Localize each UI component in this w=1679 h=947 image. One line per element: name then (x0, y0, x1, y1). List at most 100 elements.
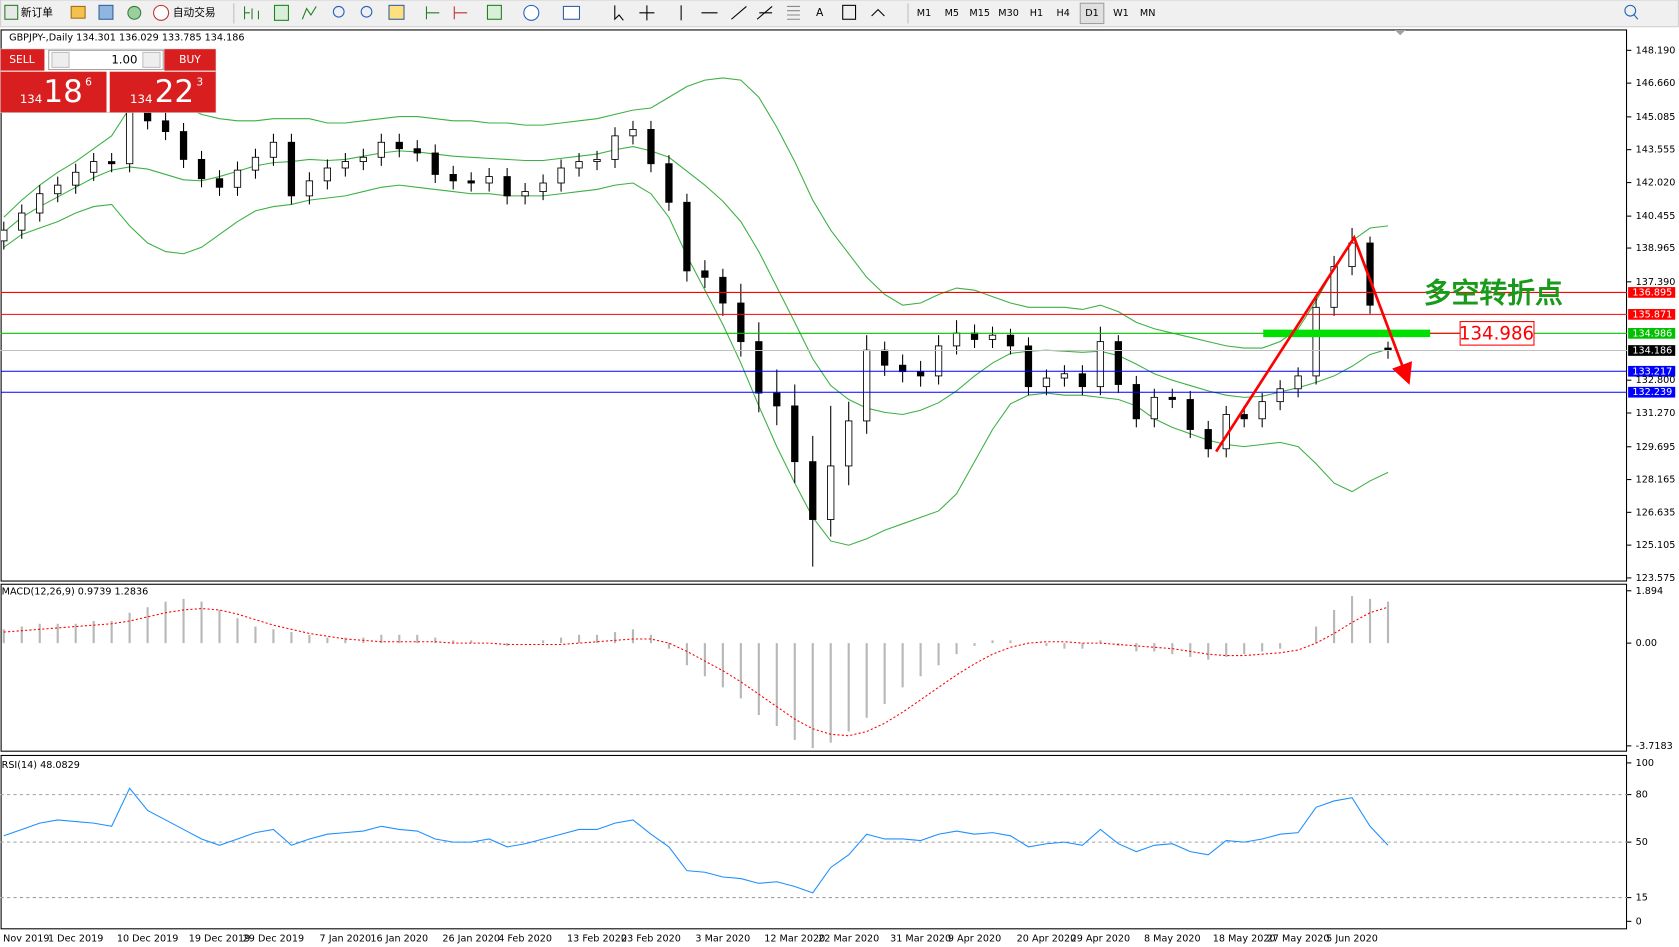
candle-body (863, 349, 871, 422)
candle-body (1168, 396, 1176, 400)
x-tick-label: 19 Dec 2019 (189, 933, 251, 944)
pivot-box[interactable] (1459, 321, 1535, 346)
x-tick-label: 31 Mar 2020 (890, 933, 951, 944)
y-tick-label: 128.165 (1636, 475, 1676, 486)
auto-trading[interactable]: 自动交易 (173, 6, 216, 19)
volume[interactable]: 1.00 (111, 52, 137, 66)
candle-body (701, 270, 709, 278)
candle-body (251, 156, 260, 171)
main-plot (0, 77, 1392, 567)
timeframe[interactable]: M5 (945, 8, 959, 19)
autoscroll[interactable] (425, 6, 440, 20)
zoom-out[interactable] (360, 5, 373, 18)
candle-body (755, 341, 763, 394)
sell-fraction: 6 (85, 75, 92, 88)
arrows-tool[interactable] (871, 8, 885, 17)
trendline[interactable] (731, 6, 747, 20)
candle-body (1060, 373, 1069, 379)
price-level-box (1628, 386, 1676, 398)
new-order[interactable]: 新订单 (21, 6, 53, 19)
search-handle (1633, 13, 1639, 20)
timeframe[interactable]: M30 (998, 8, 1019, 19)
buy-button[interactable] (164, 49, 216, 71)
candle-body (72, 171, 80, 186)
cursor[interactable] (614, 5, 624, 21)
x-tick-label: 16 Jan 2020 (370, 933, 428, 944)
label-tool[interactable] (842, 4, 857, 20)
crosshair[interactable] (639, 5, 655, 21)
bollinger-upper (3, 77, 1389, 349)
search[interactable] (1624, 4, 1637, 17)
candle-body (539, 182, 547, 193)
timeframe[interactable]: M1 (917, 8, 931, 19)
buy-label[interactable]: BUY (179, 53, 201, 66)
volume-input[interactable] (48, 49, 164, 71)
x-tick-label: 29 Apr 2020 (1071, 933, 1131, 944)
timeframe[interactable]: H1 (1030, 8, 1043, 19)
candle-body (323, 167, 332, 182)
trend-arrow[interactable] (1215, 234, 1413, 453)
candle-body (1258, 401, 1266, 420)
buy-price-box[interactable] (109, 71, 216, 113)
shift[interactable] (453, 6, 468, 20)
buy-big-figure: 134 (130, 92, 152, 106)
candle-icon[interactable] (273, 4, 289, 21)
x-tick-label: 1 Dec 2019 (48, 933, 103, 944)
price-level-label: 135.871 (1632, 309, 1672, 320)
sell-button[interactable] (0, 49, 45, 71)
candle-body (934, 345, 943, 377)
zoom-in[interactable] (332, 5, 345, 18)
x-tick-label: 7 Jan 2020 (320, 933, 372, 944)
timeframe[interactable]: MN (1140, 8, 1156, 19)
shift-marker (1394, 29, 1406, 36)
candle-body (305, 180, 314, 197)
indicators[interactable] (486, 4, 502, 20)
tool-icon[interactable] (127, 5, 142, 20)
bar-chart-icon[interactable] (244, 6, 259, 20)
candle-body (161, 120, 170, 132)
candle-body (1114, 341, 1122, 385)
volume-down[interactable] (51, 51, 70, 68)
timeframe[interactable]: D1 (1085, 8, 1099, 19)
candle-body (898, 364, 907, 373)
annotation-text[interactable]: 多空转折点 (1424, 276, 1563, 309)
candle-body (467, 180, 475, 184)
timeframe[interactable]: W1 (1113, 8, 1129, 19)
candle-body (485, 176, 493, 184)
auto-trading-icon[interactable] (153, 4, 170, 21)
x-tick-label: 1 Nov 2019 (0, 933, 50, 944)
sell-price-box[interactable] (0, 71, 107, 113)
candle-body (503, 176, 511, 197)
candle-body (916, 371, 925, 377)
tool-icon[interactable] (70, 5, 86, 19)
templates[interactable] (562, 5, 581, 20)
timeframe[interactable]: M15 (969, 8, 990, 19)
tool-icon[interactable] (98, 4, 114, 20)
text-tool[interactable]: A (816, 6, 824, 19)
main-panel (0, 29, 1628, 582)
tile-icon[interactable] (388, 4, 405, 20)
line-icon[interactable] (301, 6, 317, 20)
fibo[interactable] (787, 5, 800, 20)
candle-body (359, 156, 367, 162)
x-tick-label: 4 Feb 2020 (498, 933, 552, 944)
y-tick-label: 145.085 (1636, 112, 1676, 123)
channel[interactable] (756, 6, 773, 20)
volume-up[interactable] (142, 51, 161, 68)
price-level-label: 133.217 (1632, 366, 1672, 377)
timeframe[interactable]: H4 (1056, 8, 1069, 19)
y-tick-label: 15 (1636, 893, 1648, 904)
sell-pips: 18 (43, 74, 82, 110)
periods[interactable] (523, 4, 540, 21)
y-tick-label: 1.894 (1636, 586, 1664, 597)
candle-body (521, 191, 529, 197)
new-order-icon[interactable] (4, 4, 19, 20)
x-tick-label: 8 May 2020 (1144, 933, 1201, 944)
candle-body (881, 349, 889, 366)
sell-label[interactable]: SELL (9, 53, 34, 66)
sell-big-figure: 134 (20, 92, 42, 106)
candle-body (54, 184, 62, 195)
candle-body (90, 161, 98, 173)
candle-body (431, 152, 439, 175)
candle-body (665, 163, 673, 203)
